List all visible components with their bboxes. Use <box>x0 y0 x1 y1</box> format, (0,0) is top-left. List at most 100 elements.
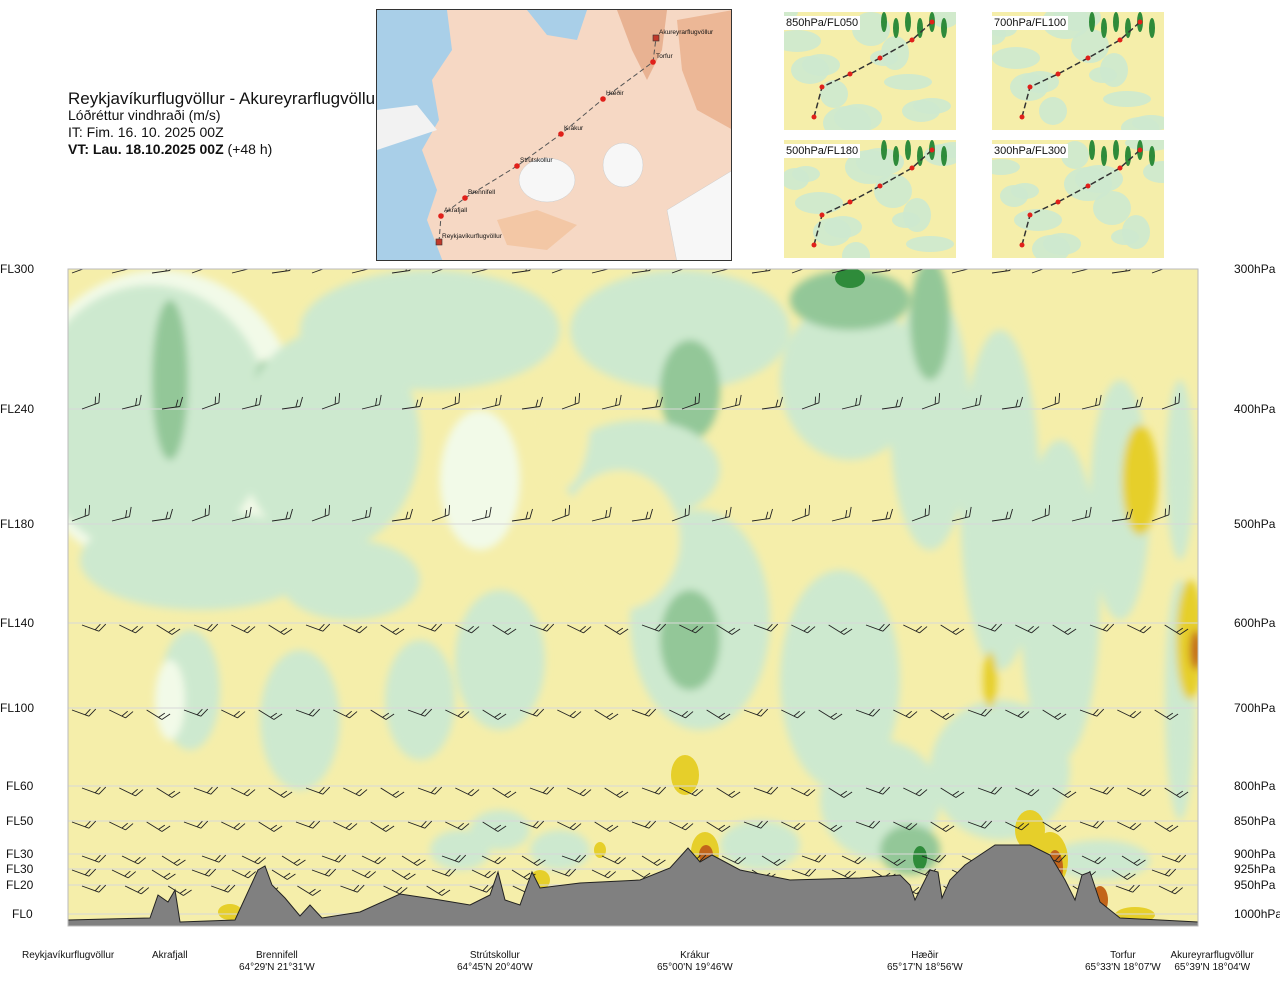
wind-barb <box>481 394 502 410</box>
initial-time: IT: Fim. 16. 10. 2025 00Z <box>68 124 224 140</box>
wind-barb <box>167 885 192 896</box>
wind-barb <box>417 623 443 632</box>
wind-barb <box>781 821 806 831</box>
wind-barb <box>1015 787 1040 797</box>
fl-tick-label: FL60 <box>6 779 34 793</box>
hpa-tick-label: 800hPa <box>1234 779 1276 793</box>
map-station-marker <box>652 34 660 42</box>
field-region <box>560 470 680 610</box>
fl-tick-label: FL180 <box>0 517 35 531</box>
wind-barb <box>1052 787 1077 798</box>
field-region <box>594 842 606 858</box>
wind-barb <box>594 821 619 832</box>
wind-barb <box>231 869 257 879</box>
fl-tick-label: FL300 <box>0 262 35 276</box>
wind-barb <box>161 396 183 410</box>
wind-barb <box>706 821 731 832</box>
wind-barb <box>183 708 209 717</box>
wind-barb <box>881 855 906 866</box>
wind-barb <box>893 821 918 831</box>
location-name: Hæðir <box>911 950 939 961</box>
wind-barb <box>81 884 107 893</box>
location-coord: 65°17'N 18°56'W <box>887 962 963 973</box>
wind-barb <box>951 506 972 522</box>
wind-barb <box>455 787 480 797</box>
wind-barb <box>791 624 816 634</box>
hpa-tick-label: 700hPa <box>1234 701 1276 715</box>
wind-barb <box>855 708 881 717</box>
wind-barb <box>231 787 256 797</box>
wind-barb <box>469 884 494 893</box>
wind-barb <box>751 508 773 522</box>
wind-barb <box>591 869 617 879</box>
wind-barb <box>865 623 891 632</box>
fl-tick-label: FL140 <box>0 616 35 630</box>
mini-map-label: 500hPa/FL180 <box>784 144 861 158</box>
wind-barb <box>193 786 219 795</box>
mini-map-700: 700hPa/FL100 <box>992 12 1164 130</box>
chart-subtitle: Lóðréttur vindhraði (m/s) <box>68 107 221 123</box>
wind-barb <box>521 396 543 410</box>
wind-barb <box>1154 709 1179 720</box>
wind-barb <box>753 786 779 795</box>
wind-barb <box>961 394 982 410</box>
route-location: Brennifell 64°29'N 21°31'W <box>239 950 315 974</box>
mini-map-label: 300hPa/FL300 <box>992 144 1069 158</box>
field-region <box>218 904 242 920</box>
wind-barb <box>111 506 132 522</box>
wind-barb <box>716 787 741 798</box>
wind-barb <box>492 624 517 635</box>
wind-barb <box>1121 396 1143 410</box>
wind-barb <box>191 504 211 522</box>
wind-barb <box>81 786 107 795</box>
field-region <box>1166 380 1194 560</box>
wind-barb <box>991 508 1013 522</box>
wind-barb <box>71 820 97 829</box>
wind-barb <box>146 821 171 832</box>
wind-barb <box>1042 821 1067 832</box>
route-location: Reykjavíkurflugvöllur <box>22 950 114 962</box>
field-region <box>780 300 920 460</box>
wind-barb <box>977 623 1003 632</box>
wind-barb <box>1151 868 1177 877</box>
wind-barb <box>361 855 387 865</box>
wind-barb <box>191 269 210 274</box>
fl-tick-label: FL30 <box>6 847 34 861</box>
wind-barb <box>841 855 867 865</box>
wind-barb <box>151 869 176 880</box>
wind-barb <box>391 869 416 880</box>
map-station-marker <box>650 59 656 65</box>
wind-barb <box>841 394 862 410</box>
wind-barb <box>1121 855 1146 866</box>
hpa-tick-label: 925hPa <box>1234 862 1276 876</box>
route-location: Strútskollur 64°45'N 20°40'W <box>457 950 533 974</box>
wind-barb <box>871 269 893 274</box>
wind-barb <box>380 624 405 635</box>
map-station-label: Torfur <box>656 53 673 60</box>
wind-barb <box>511 269 533 274</box>
wind-barb <box>601 394 622 410</box>
wind-barb <box>370 709 395 720</box>
location-name: Krákur <box>680 950 710 961</box>
wind-barb <box>370 821 395 832</box>
wind-barb <box>426 885 451 896</box>
wind-barb <box>311 269 330 274</box>
field-region <box>1050 840 1150 880</box>
wind-barb <box>1089 623 1115 632</box>
wind-barb <box>604 787 629 798</box>
field-region <box>660 340 720 440</box>
field-region <box>530 350 590 490</box>
location-name: Akrafjall <box>152 950 188 961</box>
wind-barb <box>601 855 627 865</box>
wind-barb <box>881 396 903 410</box>
wind-barb <box>146 709 171 720</box>
wind-barb <box>1111 269 1133 274</box>
location-coord: 65°33'N 18°07'W <box>1085 962 1161 973</box>
wind-barb <box>271 869 296 880</box>
wind-barb <box>1089 786 1115 795</box>
field-region <box>960 330 1040 670</box>
wind-barb <box>1005 709 1030 719</box>
wind-barb <box>751 269 773 274</box>
wind-barb <box>221 709 246 719</box>
